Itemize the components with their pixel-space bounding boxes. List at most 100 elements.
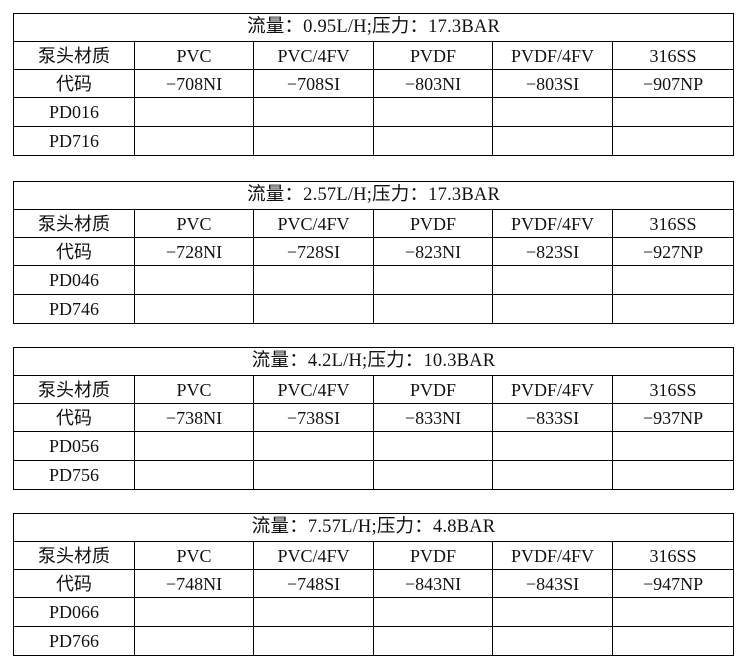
code-pvdf-4fv: −823SI <box>492 237 613 266</box>
model-cell[interactable] <box>253 597 374 627</box>
model-cell[interactable] <box>373 265 493 295</box>
table-row-code: 代码 −728NI −728SI −823NI −823SI −927NP <box>13 237 735 266</box>
model-cell[interactable] <box>611 431 735 461</box>
header-pvc-4fv: PVC/4FV <box>253 209 374 238</box>
header-pvc: PVC <box>134 209 254 238</box>
code-pvc-4fv: −738SI <box>253 403 374 432</box>
table-row-model: PD756 <box>13 460 735 490</box>
code-pvdf: −803NI <box>373 69 493 98</box>
table-row-model: PD016 <box>13 97 735 127</box>
code-pvdf-4fv: −833SI <box>492 403 613 432</box>
model-cell[interactable] <box>373 460 493 490</box>
model-cell[interactable] <box>611 460 735 490</box>
model-cell[interactable] <box>492 97 613 127</box>
table-row-title: 流量：4.2L/H;压力：10.3BAR <box>12 347 735 376</box>
header-material: 泵头材质 <box>13 209 135 238</box>
spec-table-1: 流量：0.95L/H;压力：17.3BAR 泵头材质 PVC PVC/4FV P… <box>12 13 735 156</box>
model-cell[interactable] <box>134 126 254 156</box>
table-row-title: 流量：0.95L/H;压力：17.3BAR <box>12 13 735 42</box>
table-row-model: PD746 <box>13 294 735 324</box>
model-cell[interactable] <box>492 265 613 295</box>
model-cell[interactable] <box>492 597 613 627</box>
header-pvc-4fv: PVC/4FV <box>253 541 374 570</box>
code-316ss: −907NP <box>611 69 735 98</box>
spec-table-2: 流量：2.57L/H;压力：17.3BAR 泵头材质 PVC PVC/4FV P… <box>12 181 735 324</box>
model-label: PD066 <box>13 597 135 627</box>
header-pvdf-4fv: PVDF/4FV <box>492 541 613 570</box>
model-cell[interactable] <box>611 126 735 156</box>
header-pvdf: PVDF <box>373 209 493 238</box>
model-cell[interactable] <box>611 265 735 295</box>
model-cell[interactable] <box>253 431 374 461</box>
code-row-label: 代码 <box>13 403 135 432</box>
model-cell[interactable] <box>134 597 254 627</box>
header-material: 泵头材质 <box>13 41 135 70</box>
table-row-header: 泵头材质 PVC PVC/4FV PVDF PVDF/4FV 316SS <box>13 209 735 238</box>
model-cell[interactable] <box>134 431 254 461</box>
code-row-label: 代码 <box>13 569 135 598</box>
table-row-title: 流量：2.57L/H;压力：17.3BAR <box>12 181 735 210</box>
code-pvc: −728NI <box>134 237 254 266</box>
table-title: 流量：0.95L/H;压力：17.3BAR <box>12 13 735 42</box>
model-cell[interactable] <box>492 294 613 324</box>
table-row-code: 代码 −738NI −738SI −833NI −833SI −937NP <box>13 403 735 432</box>
model-cell[interactable] <box>134 626 254 656</box>
header-material: 泵头材质 <box>13 375 135 404</box>
model-cell[interactable] <box>134 460 254 490</box>
spec-table-3: 流量：4.2L/H;压力：10.3BAR 泵头材质 PVC PVC/4FV PV… <box>12 347 735 490</box>
header-pvc-4fv: PVC/4FV <box>253 41 374 70</box>
code-row-label: 代码 <box>13 69 135 98</box>
header-pvdf: PVDF <box>373 541 493 570</box>
table-title: 流量：4.2L/H;压力：10.3BAR <box>12 347 735 376</box>
model-cell[interactable] <box>611 626 735 656</box>
model-cell[interactable] <box>253 294 374 324</box>
model-label: PD756 <box>13 460 135 490</box>
header-pvdf-4fv: PVDF/4FV <box>492 209 613 238</box>
model-cell[interactable] <box>134 294 254 324</box>
model-cell[interactable] <box>492 626 613 656</box>
model-cell[interactable] <box>134 97 254 127</box>
header-pvdf: PVDF <box>373 375 493 404</box>
model-cell[interactable] <box>373 431 493 461</box>
code-pvc-4fv: −708SI <box>253 69 374 98</box>
code-row-label: 代码 <box>13 237 135 266</box>
model-cell[interactable] <box>611 294 735 324</box>
model-cell[interactable] <box>611 597 735 627</box>
model-cell[interactable] <box>373 626 493 656</box>
code-pvc-4fv: −748SI <box>253 569 374 598</box>
model-cell[interactable] <box>492 431 613 461</box>
model-cell[interactable] <box>373 126 493 156</box>
model-cell[interactable] <box>492 460 613 490</box>
code-pvdf: −823NI <box>373 237 493 266</box>
model-cell[interactable] <box>253 626 374 656</box>
header-pvc: PVC <box>134 375 254 404</box>
code-316ss: −947NP <box>611 569 735 598</box>
model-cell[interactable] <box>134 265 254 295</box>
header-pvdf: PVDF <box>373 41 493 70</box>
model-cell[interactable] <box>253 97 374 127</box>
code-316ss: −937NP <box>611 403 735 432</box>
table-title: 流量：2.57L/H;压力：17.3BAR <box>12 181 735 210</box>
table-row-model: PD066 <box>13 597 735 627</box>
header-pvc: PVC <box>134 41 254 70</box>
header-316ss: 316SS <box>611 209 735 238</box>
header-pvc-4fv: PVC/4FV <box>253 375 374 404</box>
model-cell[interactable] <box>373 97 493 127</box>
model-label: PD716 <box>13 126 135 156</box>
header-316ss: 316SS <box>611 375 735 404</box>
model-label: PD016 <box>13 97 135 127</box>
code-pvc-4fv: −728SI <box>253 237 374 266</box>
header-316ss: 316SS <box>611 541 735 570</box>
header-pvdf-4fv: PVDF/4FV <box>492 375 613 404</box>
code-pvc: −748NI <box>134 569 254 598</box>
model-label: PD766 <box>13 626 135 656</box>
model-cell[interactable] <box>373 597 493 627</box>
model-cell[interactable] <box>253 460 374 490</box>
model-cell[interactable] <box>253 126 374 156</box>
model-cell[interactable] <box>492 126 613 156</box>
header-316ss: 316SS <box>611 41 735 70</box>
model-cell[interactable] <box>253 265 374 295</box>
model-cell[interactable] <box>373 294 493 324</box>
model-cell[interactable] <box>611 97 735 127</box>
